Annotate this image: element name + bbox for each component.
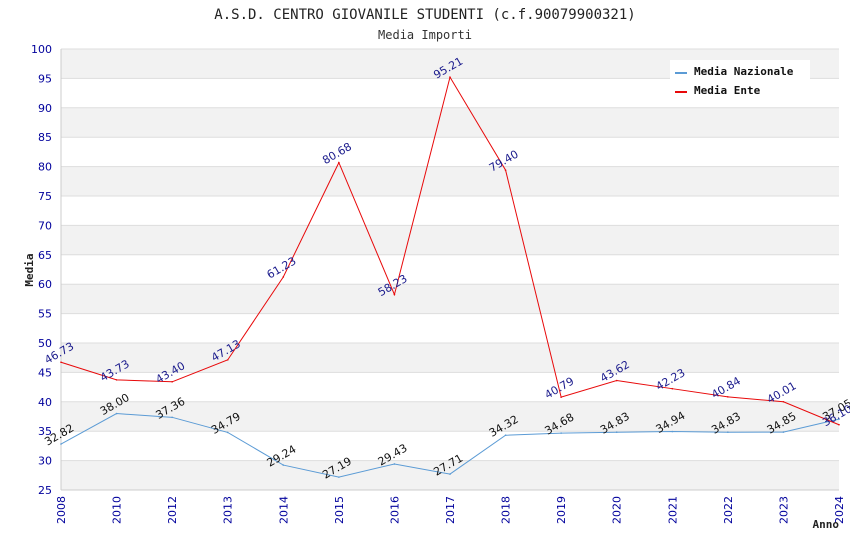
data-point bbox=[393, 293, 396, 296]
data-point bbox=[171, 416, 173, 419]
y-tick-label: 65 bbox=[38, 249, 52, 262]
data-point bbox=[727, 396, 729, 398]
data-point bbox=[226, 359, 229, 361]
legend-label-ente: Media Ente bbox=[694, 84, 761, 97]
y-tick-label: 85 bbox=[38, 131, 52, 144]
legend-box bbox=[670, 60, 810, 102]
y-tick-label: 25 bbox=[38, 484, 52, 497]
x-tick-label: 2024 bbox=[833, 496, 846, 524]
y-ticks: 25 30 35 40 45 50 55 60 65 70 75 80 85 90 95 100 bbox=[31, 43, 52, 497]
y-tick-label: 70 bbox=[38, 219, 52, 232]
x-tick-label: 2017 bbox=[444, 496, 457, 524]
x-tick-label: 2012 bbox=[166, 496, 179, 524]
y-tick-label: 30 bbox=[38, 455, 52, 468]
data-point bbox=[449, 76, 451, 78]
legend-label-nazionale: Media Nazionale bbox=[694, 65, 794, 78]
data-point bbox=[226, 431, 229, 434]
y-tick-label: 80 bbox=[38, 161, 52, 174]
x-axis-title: Anno bbox=[813, 518, 840, 531]
data-point bbox=[727, 431, 729, 433]
grid-band bbox=[61, 166, 839, 196]
x-tick-label: 2022 bbox=[722, 496, 735, 524]
data-point bbox=[782, 431, 785, 433]
data-label: 40.79 bbox=[543, 375, 577, 402]
y-tick-label: 95 bbox=[38, 72, 52, 85]
data-label: 61.23 bbox=[265, 254, 299, 281]
x-tick-label: 2023 bbox=[777, 496, 790, 524]
y-tick-label: 55 bbox=[38, 308, 52, 321]
data-point bbox=[282, 464, 285, 466]
x-ticks: 2008 2010 2012 2013 2014 2015 2016 2017 2018 2019… bbox=[55, 496, 846, 524]
y-tick-label: 60 bbox=[38, 278, 52, 291]
axes bbox=[60, 49, 839, 491]
x-tick-label: 2013 bbox=[222, 496, 235, 524]
data-point bbox=[671, 387, 674, 390]
x-tick-label: 2010 bbox=[111, 496, 124, 524]
x-tick-label: 2016 bbox=[388, 496, 401, 524]
data-point bbox=[393, 463, 396, 465]
y-axis-title: Media bbox=[23, 253, 36, 286]
x-tick-label: 2014 bbox=[277, 496, 290, 524]
grid-band bbox=[61, 284, 839, 314]
data-point bbox=[671, 430, 674, 433]
x-tick-label: 2008 bbox=[55, 496, 68, 524]
data-label: 80.68 bbox=[320, 140, 354, 167]
data-point bbox=[615, 379, 618, 382]
data-point bbox=[60, 443, 62, 445]
y-tick-label: 45 bbox=[38, 366, 52, 379]
chart-subtitle: Media Importi bbox=[378, 28, 472, 42]
grid-bands bbox=[61, 49, 839, 490]
y-tick-label: 100 bbox=[31, 43, 52, 56]
series-lines bbox=[60, 75, 840, 478]
data-point bbox=[504, 169, 507, 171]
y-tick-label: 35 bbox=[38, 425, 52, 438]
data-point bbox=[60, 361, 62, 364]
x-tick-label: 2021 bbox=[666, 496, 679, 524]
data-point bbox=[560, 396, 562, 398]
data-point bbox=[504, 434, 507, 436]
data-point bbox=[615, 431, 618, 433]
data-point bbox=[115, 412, 118, 415]
x-tick-label: 2018 bbox=[500, 496, 513, 524]
data-point bbox=[115, 379, 118, 381]
data-point bbox=[449, 473, 451, 475]
grid-band bbox=[61, 401, 839, 432]
data-point bbox=[171, 381, 173, 383]
y-tick-label: 50 bbox=[38, 337, 52, 350]
y-tick-label: 90 bbox=[38, 102, 52, 115]
data-point bbox=[338, 161, 340, 164]
grid-band bbox=[61, 107, 839, 138]
legend: Media Nazionale Media Ente bbox=[670, 60, 810, 102]
y-tick-label: 75 bbox=[38, 190, 52, 203]
data-point bbox=[782, 400, 785, 403]
x-tick-label: 2015 bbox=[333, 496, 346, 524]
y-tick-label: 40 bbox=[38, 396, 52, 409]
data-point bbox=[282, 276, 285, 278]
data-point bbox=[838, 423, 840, 426]
grid-band bbox=[61, 343, 839, 373]
data-point bbox=[838, 418, 840, 420]
x-tick-label: 2020 bbox=[611, 496, 624, 524]
chart-title: A.S.D. CENTRO GIOVANILE STUDENTI (c.f.90… bbox=[214, 7, 635, 23]
data-point bbox=[338, 476, 340, 478]
x-tick-label: 2019 bbox=[555, 496, 568, 524]
grid-band bbox=[61, 225, 839, 255]
grid-band bbox=[61, 460, 839, 490]
data-point bbox=[560, 432, 562, 434]
